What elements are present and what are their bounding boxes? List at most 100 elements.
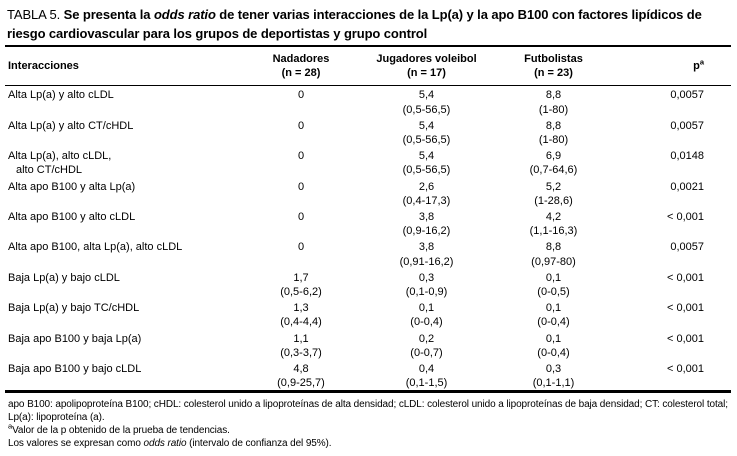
odds-ratio-cell: 5,4 (0,5-56,5) (363, 147, 490, 177)
confidence-interval: (0,1-0,9) (405, 286, 448, 299)
odds-ratio-value: 0 (297, 119, 305, 132)
title-text-1: Se presenta la (63, 7, 154, 22)
confidence-interval: (1-80) (538, 134, 569, 147)
odds-ratio-value: 4,8 (293, 363, 309, 376)
odds-ratio-value: 0,3 (545, 363, 562, 376)
odds-ratio-value: 8,8 (545, 241, 562, 254)
odds-ratio-cell: 5,4 (0,5-56,5) (363, 117, 490, 147)
interaction-label: Baja apo B100 y baja Lp(a) (8, 332, 142, 345)
odds-ratio-table: Interacciones Nadadores (n = 28) Jugador… (5, 45, 731, 394)
odds-ratio-cell: 4,2 (1,1-16,3) (490, 208, 617, 238)
table-row: Alta apo B100, alta Lp(a), alto cLDL 0 3,8… (5, 238, 731, 268)
odds-ratio-cell: 8,8 (1-80) (490, 117, 617, 147)
odds-ratio-value: 2,6 (418, 180, 435, 193)
p-value-cell: < 0,001 (666, 363, 704, 376)
odds-ratio-cell: 8,8 (1-80) (490, 86, 617, 117)
confidence-interval: (0,5-6,2) (280, 286, 322, 299)
odds-ratio-cell: 0,3 (0,1-0,9) (363, 269, 490, 299)
table-row: Baja apo B100 y bajo cLDL 4,8 (0,9-25,7) 0,… (5, 360, 731, 392)
p-superscript: a (699, 57, 704, 67)
table-body: Alta Lp(a) y alto cLDL 0 5,4 (0,5-56,5) 8,8(… (5, 86, 731, 392)
title-text-2: de tener varias interacciones de la Lp(a… (7, 7, 702, 41)
odds-ratio-value: 3,8 (418, 241, 435, 254)
odds-ratio-cell: 0 (239, 178, 363, 208)
confidence-interval: (0,4-17,3) (402, 194, 451, 207)
confidence-interval: (0,9-25,7) (277, 377, 325, 390)
table-row: Baja apo B100 y baja Lp(a) 1,1 (0,3-3,7) 0,… (5, 330, 731, 360)
p-value-cell: < 0,001 (666, 332, 704, 345)
odds-ratio-cell: 2,6 (0,4-17,3) (363, 178, 490, 208)
odds-ratio-cell: 5,4 (0,5-56,5) (363, 86, 490, 117)
odds-ratio-value: 4,2 (545, 211, 562, 224)
p-value-cell: 0,0057 (670, 119, 704, 132)
odds-ratio-cell: 0,3 (0,1-1,1) (490, 360, 617, 392)
interaction-label: Baja Lp(a) y bajo TC/cHDL (8, 302, 140, 315)
odds-ratio-value: 3,8 (418, 211, 435, 224)
interaction-label: Baja Lp(a) y bajo cLDL (8, 271, 120, 284)
odds-ratio-value: 0 (297, 211, 305, 224)
odds-ratio-value: 0,1 (545, 271, 562, 284)
odds-ratio-value: 8,8 (545, 89, 562, 102)
header-row: Interacciones Nadadores (n = 28) Jugador… (5, 46, 731, 86)
group-n: (n = 17) (407, 67, 446, 80)
p-value-cell: 0,0057 (670, 89, 704, 102)
confidence-interval: (0,91-16,2) (399, 255, 454, 268)
footnote-p-trend: aValor de la p obtenido de la prueba de … (8, 422, 230, 437)
group-name: Jugadores voleibol (376, 53, 477, 65)
confidence-interval: (0-0,5) (537, 286, 570, 299)
odds-ratio-cell: 1,1 (0,3-3,7) (239, 330, 363, 360)
interaction-label: Alta Lp(a), alto cLDL, alto CT/cHDL (8, 150, 112, 177)
p-value-cell: < 0,001 (666, 211, 704, 224)
odds-ratio-value: 0,4 (418, 363, 435, 376)
footnotes: apo B100: apolipoproteína B100; cHDL: co… (5, 393, 732, 450)
odds-ratio-cell: 0,1 (0-0,4) (363, 299, 490, 329)
odds-ratio-cell: 1,7 (0,5-6,2) (239, 269, 363, 299)
interaction-label: Alta apo B100, alta Lp(a), alto cLDL (8, 241, 183, 254)
group-n: (n = 23) (534, 67, 573, 80)
odds-ratio-cell: 0 (239, 238, 363, 268)
confidence-interval: (0,1-1,5) (405, 377, 448, 390)
column-header-nadadores: Nadadores (n = 28) (239, 46, 363, 86)
table-row: Alta Lp(a) y alto CT/cHDL 0 5,4 (0,5-56,5) 8… (5, 117, 731, 147)
interaction-label: Alta apo B100 y alta Lp(a) (8, 180, 136, 193)
title-odds-ratio-italic: odds ratio (153, 7, 216, 22)
interaction-label: Alta Lp(a) y alto CT/cHDL (8, 119, 134, 132)
odds-ratio-value: 0 (297, 241, 305, 254)
odds-ratio-value: 0 (297, 89, 305, 102)
confidence-interval: (0,5-56,5) (402, 164, 451, 177)
p-value-cell: 0,0057 (670, 241, 704, 254)
odds-ratio-cell: 6,9 (0,7-64,6) (490, 147, 617, 177)
confidence-interval: (0,9-16,2) (402, 225, 451, 238)
odds-ratio-value: 1,1 (293, 332, 309, 345)
p-value-cell: < 0,001 (666, 271, 704, 284)
odds-ratio-cell: 8,8 (0,97-80) (490, 238, 617, 268)
odds-ratio-cell: 0,1 (0-0,5) (490, 269, 617, 299)
p-value-cell: 0,0148 (670, 150, 704, 163)
odds-ratio-cell: 0,2 (0-0,7) (363, 330, 490, 360)
odds-ratio-italic: odds ratio (143, 438, 187, 450)
table-row: Baja Lp(a) y bajo cLDL 1,7 (0,5-6,2) 0,3 (0,… (5, 269, 731, 299)
table-row: Alta apo B100 y alto cLDL 0 3,8 (0,9-16,2) 4… (5, 208, 731, 238)
confidence-interval: (1,1-16,3) (529, 225, 578, 238)
column-header-p: pa (693, 57, 704, 73)
odds-ratio-cell: 1,3 (0,4-4,4) (239, 299, 363, 329)
odds-ratio-value: 1,3 (293, 302, 309, 315)
p-value-cell: 0,0021 (670, 180, 704, 193)
group-name: Futbolistas (524, 53, 583, 65)
odds-ratio-value: 5,4 (418, 119, 435, 132)
group-n: (n = 28) (281, 67, 321, 80)
confidence-interval: (0-0,7) (410, 346, 443, 359)
confidence-interval: (0-0,4) (537, 316, 570, 329)
odds-ratio-cell: 0 (239, 117, 363, 147)
odds-ratio-cell: 0,1 (0-0,4) (490, 299, 617, 329)
interaction-label: Alta Lp(a) y alto cLDL (8, 89, 114, 102)
page-title: TABLA 5. Se presenta la odds ratio de te… (5, 5, 732, 43)
column-header-interacciones: Interacciones (8, 60, 79, 73)
table-number: TABLA 5. (7, 7, 64, 22)
footnote-abbreviations: apo B100: apolipoproteína B100; cHDL: co… (8, 399, 728, 424)
confidence-interval: (0,4-4,4) (280, 316, 322, 329)
confidence-interval: (0,97-80) (531, 255, 576, 268)
odds-ratio-value: 0 (297, 150, 305, 163)
odds-ratio-value: 0,1 (545, 332, 562, 345)
